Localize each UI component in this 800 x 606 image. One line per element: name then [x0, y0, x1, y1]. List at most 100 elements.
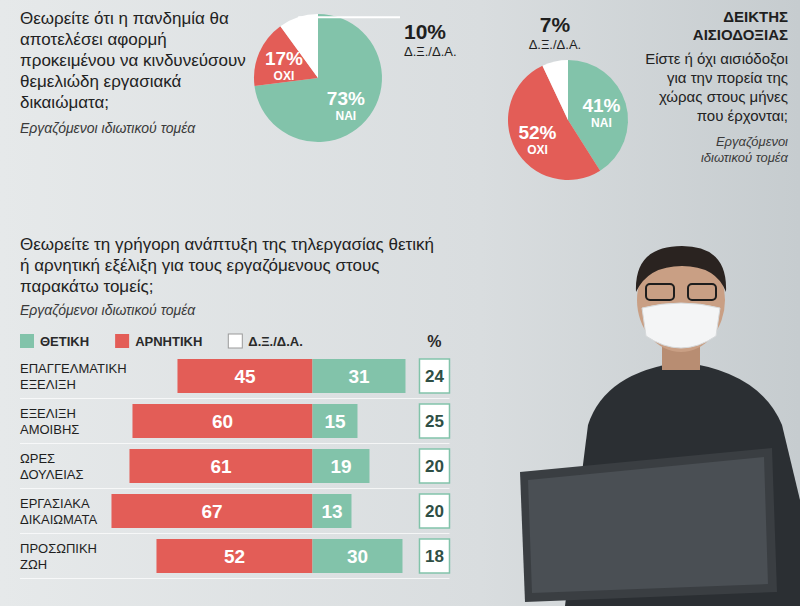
data-label: 18	[425, 547, 444, 566]
bar-positive	[312, 539, 402, 573]
chart-subtitle: Εργαζόμενοι ιδιωτικού τομέα	[20, 120, 196, 136]
text-line: Θεωρείτε τη γρήγορη ανάπτυξη της τηλεργα…	[20, 235, 434, 254]
bar-labels: 453124601525611920671320523018	[201, 366, 444, 567]
legend-swatch	[20, 334, 34, 348]
data-label: 45	[234, 366, 256, 387]
category-label: ΝΑΙ	[591, 116, 612, 130]
text-line: προκειμένου να κινδυνεύσουν	[20, 51, 246, 70]
bar-negative	[111, 494, 312, 528]
decoration	[520, 246, 800, 606]
data-label: 24	[425, 367, 444, 386]
annotation: Εργαζόμενοιιδιωτικού τομέα	[701, 134, 789, 165]
category-label: ΟΧΙ	[274, 69, 295, 83]
legend-label: ΘΕΤΙΚΗ	[40, 334, 89, 349]
chart-subtitle: Είστε ή όχι αισιόδοξοι για την πορεία της…	[645, 50, 788, 124]
category-label: ΝΑΙ	[336, 109, 357, 123]
data-label: 41%	[582, 95, 620, 116]
annotation: %	[427, 333, 441, 350]
text-line: χώρας στους μήνες	[659, 88, 788, 105]
data-label: 60	[212, 411, 233, 432]
background	[0, 0, 800, 606]
bar-dk-box	[419, 404, 449, 438]
data-label: 19	[330, 456, 351, 477]
chart-title: Θεωρείτε ότι η πανδημία θα αποτελέσει αφο…	[20, 9, 246, 112]
text-line: αποτελέσει αφορμή	[20, 30, 167, 49]
category-label: ΕΞΕΛΙΞΗΑΜΟΙΒΗΣ	[20, 406, 79, 437]
text-line: ΔΕΙΚΤΗΣ	[723, 8, 788, 25]
bar-dk-box	[419, 539, 449, 573]
data-label: 20	[425, 457, 444, 476]
data-label: 61	[210, 456, 232, 477]
infographic: Θεωρείτε ότι η πανδημία θα αποτελέσει αφο…	[0, 0, 800, 606]
person-glasses	[646, 284, 674, 300]
text-line: Εργαζόμενοι ιδιωτικού τομέα	[20, 302, 196, 318]
bar-positive	[312, 494, 351, 528]
category-label: ΕΠΑΓΓΕΛΜΑΤΙΚΗΕΞΕΛΙΞΗ	[20, 361, 127, 392]
text-line: ΩΡΕΣ	[20, 451, 55, 466]
text-line: ΔΟΥΛΕΙΑΣ	[20, 467, 83, 482]
leader-line	[298, 16, 400, 18]
person-mask	[642, 303, 720, 348]
data-label: 52	[224, 546, 245, 567]
data-label: 10%	[404, 20, 446, 43]
data-label: 7%	[540, 13, 571, 36]
chart-subtitle: Εργαζόμενοι ιδιωτικού τομέα	[20, 302, 196, 318]
text-line: Είστε ή όχι αισιόδοξοι	[645, 50, 788, 67]
text-line: που έρχονται;	[697, 107, 788, 124]
text-line: Εργαζόμενοι ιδιωτικού τομέα	[20, 120, 196, 136]
data-label: 31	[348, 366, 370, 387]
text-line: ΠΡΟΣΩΠΙΚΗ	[20, 541, 97, 556]
bars	[20, 359, 449, 579]
tablet-screen	[528, 457, 768, 593]
text-line: Εργαζόμενοι	[716, 134, 788, 149]
text-line: ΑΜΟΙΒΗΣ	[20, 422, 79, 437]
bar-positive	[312, 404, 357, 438]
legend-swatch	[115, 334, 129, 348]
text-line: θεμελιώδη εργασιακά	[20, 72, 182, 91]
chart-title: Θεωρείτε τη γρήγορη ανάπτυξη της τηλεργα…	[20, 235, 434, 296]
row-separator	[20, 578, 449, 579]
pie-labels: 41%ΝΑΙ52%ΟΧΙ7%Δ.Ξ./Δ.Α.	[518, 13, 620, 157]
data-label: 25	[425, 412, 444, 431]
row-separator	[20, 488, 449, 489]
data-label: 52%	[518, 122, 556, 143]
pie-labels: 73%ΝΑΙ 17%ΟΧΙ 10%Δ.Ξ./Δ.Α.	[265, 17, 457, 122]
row-separator	[20, 533, 449, 534]
category-label: ΕΡΓΑΣΙΑΚΑΔΙΚΑΙΩΜΑΤΑ	[20, 496, 97, 527]
category-label: Δ.Ξ./Δ.Α.	[529, 37, 582, 52]
data-label: 20	[425, 502, 444, 521]
text-line: ή αρνητική εξέλιξη για τους εργαζόμενους…	[20, 256, 379, 275]
text-line: για την πορεία της	[667, 69, 788, 86]
legend-label: ΑΡΝΗΤΙΚΗ	[135, 334, 202, 349]
pie-slice	[255, 14, 382, 142]
chart-title: ΔΕΙΚΤΗΣΑΙΣΙΟΔΟΞΙΑΣ	[693, 8, 788, 43]
row-separator	[20, 398, 449, 399]
category-label: ΠΡΟΣΩΠΙΚΗΖΩΗ	[20, 541, 97, 572]
bar-negative	[132, 404, 312, 438]
bar-positive	[312, 359, 405, 393]
bar-dk-box	[419, 449, 449, 483]
category-label: ΩΡΕΣΔΟΥΛΕΙΑΣ	[20, 451, 83, 482]
root: Θεωρείτε ότι η πανδημία θα αποτελέσει αφο…	[0, 0, 800, 606]
bar-dk-box	[419, 359, 449, 393]
category-label: Δ.Ξ./Δ.Α.	[404, 44, 457, 59]
text-line: Θεωρείτε ότι η πανδημία θα	[20, 9, 229, 28]
text-line: παρακάτω τομείς;	[20, 277, 153, 296]
data-label: 15	[324, 411, 346, 432]
tablet	[520, 448, 777, 602]
person-hair	[636, 246, 726, 292]
person-glasses	[688, 284, 716, 300]
pie-chart	[254, 14, 382, 142]
pie-slice	[542, 60, 568, 120]
text-line: ΕΡΓΑΣΙΑΚΑ	[20, 496, 90, 511]
pie-chart	[508, 60, 628, 180]
data-label: 73%	[327, 88, 365, 109]
legend-swatch	[228, 334, 242, 348]
text-line: ΔΙΚΑΙΩΜΑΤΑ	[20, 512, 97, 527]
row-separator	[20, 443, 449, 444]
data-label: 13	[321, 501, 342, 522]
text-line: ΑΙΣΙΟΔΟΞΙΑΣ	[693, 26, 788, 43]
bar-negative	[129, 449, 312, 483]
legend-label: Δ.Ξ./Δ.Α.	[248, 334, 303, 349]
data-label: 17%	[265, 48, 303, 69]
